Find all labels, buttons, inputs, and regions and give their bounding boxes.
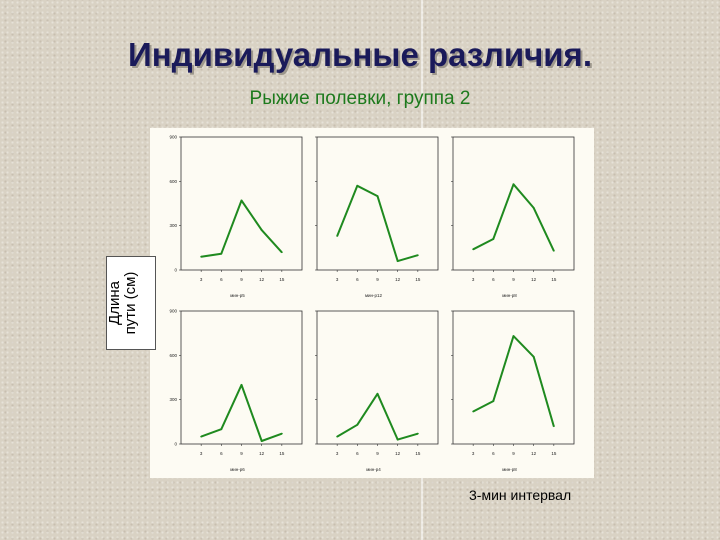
y-tick-label: 0 (174, 442, 177, 447)
x-tick-label: 9 (376, 451, 379, 456)
x-tick-label: 15 (279, 277, 285, 282)
data-point (336, 235, 339, 237)
x-tick-label: 6 (492, 277, 495, 282)
x-tick-label: 15 (551, 277, 557, 282)
y-tick-label: 900 (169, 135, 177, 140)
data-point (376, 392, 379, 395)
y-tick-label: 900 (169, 309, 177, 314)
y-axis-label: Длина пути (см) (106, 271, 139, 335)
data-point (512, 183, 515, 186)
x-tick-label: 6 (356, 277, 359, 282)
x-axis-label: мин-р8 (502, 467, 517, 472)
data-point (376, 195, 379, 198)
data-point (220, 252, 223, 255)
data-point (356, 423, 359, 426)
data-point (532, 355, 535, 358)
data-point (260, 440, 263, 442)
panel-frame (452, 136, 575, 271)
x-tick-label: 6 (220, 277, 223, 282)
data-point (280, 432, 283, 435)
y-tick-label: 600 (169, 353, 177, 358)
series-line (336, 184, 419, 263)
x-tick-label: 3 (200, 277, 203, 282)
data-point (240, 199, 243, 202)
x-tick-label: 6 (492, 451, 495, 456)
data-point (220, 428, 223, 431)
x-tick-label: 15 (415, 451, 421, 456)
x-tick-label: 9 (512, 451, 515, 456)
x-tick-label: 15 (551, 451, 557, 456)
data-point (492, 238, 495, 240)
panel-frame (180, 136, 303, 271)
data-point (356, 184, 359, 187)
data-point (552, 249, 555, 252)
x-tick-label: 12 (531, 277, 537, 282)
data-point (200, 255, 203, 258)
x-axis-label: мин-р12 (365, 293, 383, 298)
x-tick-label: 3 (200, 451, 203, 456)
data-point (280, 251, 283, 254)
chart-panel-area (150, 128, 594, 478)
x-tick-label: 9 (240, 451, 243, 456)
data-point (396, 260, 399, 263)
y-tick-label: 300 (169, 397, 177, 402)
slide-subtitle: Рыжие полевки, группа 2 (249, 88, 471, 109)
x-tick-label: 12 (531, 451, 537, 456)
x-tick-label: 12 (395, 277, 401, 282)
x-tick-label: 3 (472, 451, 475, 456)
x-tick-label: 3 (336, 451, 339, 456)
x-tick-label: 6 (220, 451, 223, 456)
series-line (472, 335, 555, 427)
y-tick-label: 300 (169, 223, 177, 228)
panel-frame (452, 310, 575, 445)
data-point (336, 435, 339, 438)
x-tick-label: 3 (472, 277, 475, 282)
x-tick-label: 3 (336, 277, 339, 282)
series-line (336, 392, 419, 441)
data-point (260, 229, 263, 232)
data-point (416, 254, 419, 257)
panel-frame (316, 310, 439, 445)
x-tick-label: 15 (415, 277, 421, 282)
x-tick-label: 12 (395, 451, 401, 456)
x-tick-label: 6 (356, 451, 359, 456)
x-axis-label: мин-р4 (366, 467, 381, 472)
data-point (492, 400, 495, 403)
data-point (416, 432, 419, 435)
data-point (532, 207, 535, 209)
data-point (512, 335, 515, 338)
y-tick-label: 600 (169, 179, 177, 184)
panel-frame (316, 136, 439, 271)
series-line (472, 183, 555, 252)
x-axis-label: мин-р6 (230, 467, 245, 472)
slide-title: Индивидуальные различия. (128, 36, 592, 73)
series-line (200, 383, 283, 442)
data-point (200, 435, 203, 438)
data-point (396, 438, 399, 441)
x-tick-label: 9 (512, 277, 515, 282)
series-line (201, 199, 283, 258)
data-point (552, 425, 555, 428)
data-point (472, 410, 475, 413)
data-point (472, 248, 475, 251)
x-tick-label: 12 (259, 277, 265, 282)
x-tick-label: 9 (240, 277, 243, 282)
data-point (240, 383, 243, 386)
x-tick-label: 9 (376, 277, 379, 282)
y-axis-label-box: Длина пути (см) (106, 256, 156, 350)
panel-frame (180, 310, 303, 445)
x-axis-caption: 3-мин интервал (469, 487, 572, 503)
x-axis-label: мин-р5 (230, 293, 245, 298)
y-tick-label: 0 (174, 268, 177, 273)
x-axis-label: мин-р8 (502, 293, 517, 298)
x-tick-label: 15 (279, 451, 285, 456)
x-tick-label: 12 (259, 451, 265, 456)
